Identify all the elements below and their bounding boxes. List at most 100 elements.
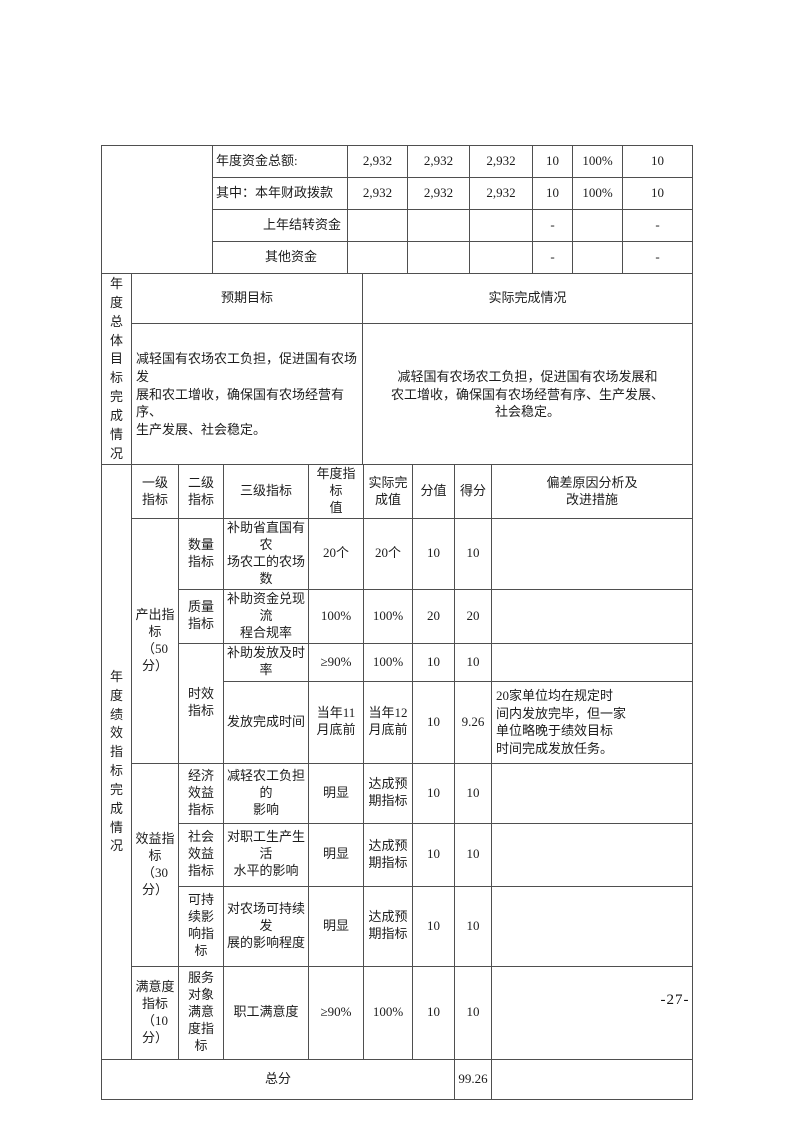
deviation-cell xyxy=(491,822,693,887)
funding-points-cell: 10 xyxy=(532,177,573,210)
actual-cell: 20个 xyxy=(363,518,413,590)
actual-completion-text: 减轻国有农场农工负担，促进国有农场发展和 农工增收，确保国有农场经营有序、生产发… xyxy=(362,323,693,466)
indicator-row: 时效 指标 补助发放及时率 ≥90% 100% 10 10 xyxy=(102,642,693,764)
header-deviation: 偏差原因分析及 改进措施 xyxy=(491,464,693,520)
deviation-cell xyxy=(491,518,693,590)
indicator-row: 产出指 标 （50分） 数量 指标 补助省直国有农 场农工的农场数 20个 20… xyxy=(102,518,693,764)
level2-timeliness: 时效 指标 xyxy=(178,642,224,764)
funding-row: 上年结转资金 - - xyxy=(102,209,693,242)
deviation-cell: 20家单位均在规定时 间内发放完毕，但一家 单位略晚于绩效目标 时间完成发放任务… xyxy=(491,680,693,764)
funding-rate-cell xyxy=(572,241,623,274)
total-score-row: 总分 99.26 xyxy=(101,1058,693,1100)
funding-value-cell: 2,932 xyxy=(407,177,470,210)
level3-cell: 补助资金兑现流 程合规率 xyxy=(223,588,309,644)
target-cell: 明显 xyxy=(308,822,364,887)
funding-points-cell: 10 xyxy=(532,145,573,178)
funding-points-cell: - xyxy=(532,241,573,274)
level2-cell: 数量 指标 xyxy=(178,518,224,590)
indicator-row: 满意度 指标 （10分） 服务 对象 满意 度指 标 职工满意度 ≥90% 10… xyxy=(102,965,693,1060)
points-cell: 10 xyxy=(412,822,455,887)
points-cell: 10 xyxy=(412,965,455,1060)
deviation-cell xyxy=(491,762,693,824)
funding-rate-cell xyxy=(572,209,623,242)
points-cell: 10 xyxy=(412,885,455,967)
evaluation-document: 年度资金总额: 2,932 2,932 2,932 10 100% 10 其中：… xyxy=(101,145,693,1100)
target-cell: 100% xyxy=(308,588,364,644)
indicator-row: 质量 指标 补助资金兑现流 程合规率 100% 100% 20 20 xyxy=(102,588,693,644)
deviation-cell xyxy=(491,965,693,1060)
level3-cell: 职工满意度 xyxy=(223,965,309,1060)
level1-satisfaction-indicators: 满意度 指标 （10分） xyxy=(131,965,179,1060)
funding-left-spacer-cell xyxy=(101,145,213,274)
points-cell: 10 xyxy=(412,680,455,764)
actual-cell: 达成预 期指标 xyxy=(363,885,413,967)
page-number: -27- xyxy=(660,992,690,1008)
score-cell: 10 xyxy=(454,518,492,590)
points-cell: 10 xyxy=(412,642,455,682)
funding-points-cell: - xyxy=(532,209,573,242)
target-cell: ≥90% xyxy=(308,642,364,682)
funding-label-other: 其他资金 xyxy=(212,241,348,274)
level3-cell: 对职工生产生活 水平的影响 xyxy=(223,822,309,887)
funding-label-total: 年度资金总额: xyxy=(212,145,348,178)
funding-row: 年度资金总额: 2,932 2,932 2,932 10 100% 10 xyxy=(101,145,693,274)
funding-annual-cell xyxy=(347,241,408,274)
funding-score-cell: - xyxy=(622,209,693,242)
section-label-performance-indicators: 年度 绩效 指标 完成 情况 xyxy=(101,464,132,1060)
indicators-header-row: 年度 绩效 指标 完成 情况 一级 指标 二级 指标 三级指标 年度指标 值 实… xyxy=(101,464,693,1060)
target-cell: 20个 xyxy=(308,518,364,590)
funding-rate-cell: 100% xyxy=(572,177,623,210)
funding-value-cell xyxy=(469,241,533,274)
funding-value-cell xyxy=(407,209,470,242)
funding-score-cell: 10 xyxy=(622,177,693,210)
funding-row: 其他资金 - - xyxy=(102,241,693,274)
score-cell: 10 xyxy=(454,965,492,1060)
level2-cell: 经济 效益 指标 xyxy=(178,762,224,824)
header-target-value: 年度指标 值 xyxy=(308,464,364,520)
total-score-value: 99.26 xyxy=(454,1058,492,1100)
header-level2: 二级 指标 xyxy=(178,464,224,520)
level1-benefit-indicators: 效益指 标 （30分） xyxy=(131,762,179,967)
points-cell: 10 xyxy=(412,518,455,590)
total-deviation-cell xyxy=(491,1058,693,1100)
actual-completion-header: 实际完成情况 xyxy=(362,272,693,325)
funding-value-cell: 2,932 xyxy=(407,145,470,178)
target-cell: 当年11 月底前 xyxy=(308,680,364,764)
score-cell: 10 xyxy=(454,762,492,824)
section-label-overall-goal: 年度 总体 目标 完成 情况 xyxy=(101,272,132,466)
deviation-cell xyxy=(491,588,693,644)
funding-label-carryover: 上年结转资金 xyxy=(212,209,348,242)
target-cell: 明显 xyxy=(308,762,364,824)
header-score: 得分 xyxy=(454,464,492,520)
funding-label-appropriation: 其中：本年财政拨款 xyxy=(212,177,348,210)
target-cell: 明显 xyxy=(308,885,364,967)
actual-cell: 达成预 期指标 xyxy=(363,822,413,887)
goal-header-row: 年度 总体 目标 完成 情况 预期目标 实际完成情况 xyxy=(101,272,693,466)
header-level1: 一级 指标 xyxy=(131,464,179,520)
level1-output-indicators: 产出指 标 （50分） xyxy=(131,518,179,764)
level3-cell: 对农场可持续发 展的影响程度 xyxy=(223,885,309,967)
funding-value-cell: 2,932 xyxy=(469,145,533,178)
points-cell: 20 xyxy=(412,588,455,644)
deviation-cell xyxy=(491,642,693,682)
actual-cell: 100% xyxy=(363,965,413,1060)
points-cell: 10 xyxy=(412,762,455,824)
actual-cell: 当年12 月底前 xyxy=(363,680,413,764)
funding-annual-cell xyxy=(347,209,408,242)
actual-cell: 100% xyxy=(363,642,413,682)
overall-goal-table: 年度 总体 目标 完成 情况 预期目标 实际完成情况 减轻国有农场农工负担，促进… xyxy=(101,272,693,466)
score-cell: 10 xyxy=(454,642,492,682)
score-cell: 20 xyxy=(454,588,492,644)
total-score-label: 总分 xyxy=(101,1058,455,1100)
level3-cell: 发放完成时间 xyxy=(223,680,309,764)
actual-cell: 100% xyxy=(363,588,413,644)
actual-cell: 达成预 期指标 xyxy=(363,762,413,824)
score-cell: 10 xyxy=(454,822,492,887)
level2-cell: 质量 指标 xyxy=(178,588,224,644)
level2-cell: 可持 续影 响指 标 xyxy=(178,885,224,967)
funding-value-cell xyxy=(469,209,533,242)
funding-score-cell: - xyxy=(622,241,693,274)
deviation-cell xyxy=(491,885,693,967)
expected-goal-text: 减轻国有农场农工负担，促进国有农场发 展和农工增收，确保国有农场经营有序、 生产… xyxy=(131,323,363,466)
target-cell: ≥90% xyxy=(308,965,364,1060)
